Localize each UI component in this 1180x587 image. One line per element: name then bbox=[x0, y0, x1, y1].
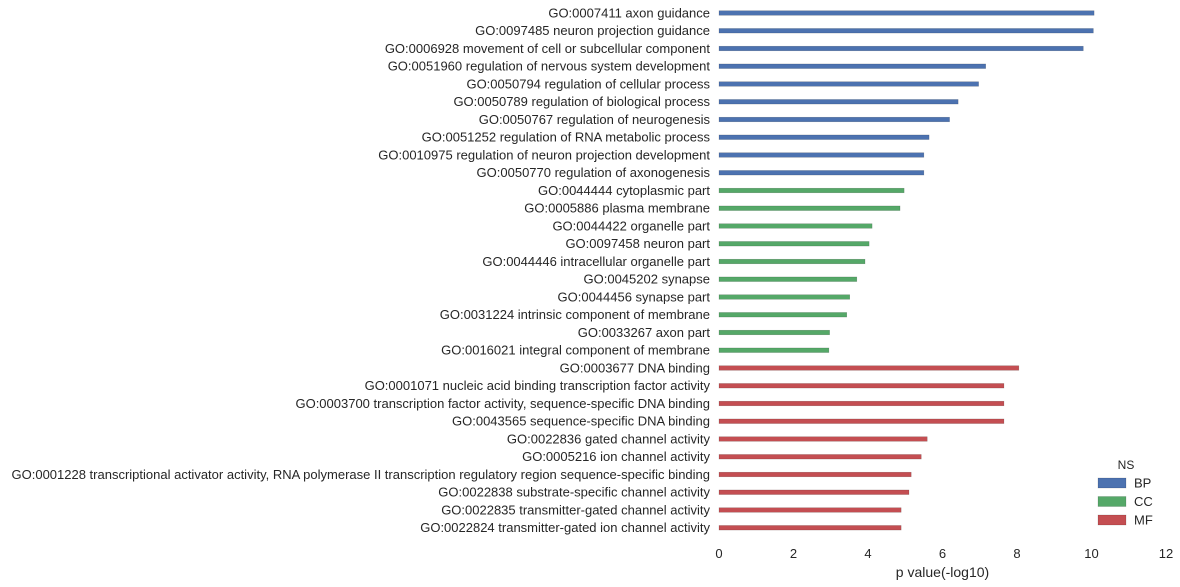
category-label: GO:0043565 sequence-specific DNA binding bbox=[452, 414, 710, 429]
category-label: GO:0003700 transcription factor activity… bbox=[295, 396, 710, 411]
category-label: GO:0044456 synapse part bbox=[558, 289, 711, 304]
legend-label-cc: CC bbox=[1134, 494, 1153, 509]
bar-20 bbox=[718, 347, 830, 353]
category-label: GO:0050767 regulation of neurogenesis bbox=[479, 112, 711, 127]
category-label: GO:0006928 movement of cell or subcellul… bbox=[385, 41, 711, 56]
bar-29 bbox=[718, 507, 902, 513]
legend: NS BP CC MF bbox=[1097, 458, 1153, 528]
legend-title: NS bbox=[1118, 458, 1135, 472]
bar-11 bbox=[718, 187, 905, 194]
bar-15 bbox=[718, 258, 866, 265]
category-label: GO:0045202 synapse bbox=[584, 272, 710, 287]
category-label: GO:0051252 regulation of RNA metabolic p… bbox=[422, 130, 711, 145]
x-tick-label: 8 bbox=[1013, 546, 1020, 561]
bar-18 bbox=[718, 312, 848, 318]
category-label: GO:0044444 cytoplasmic part bbox=[538, 183, 710, 198]
bar-1 bbox=[718, 10, 1095, 16]
legend-swatch-cc bbox=[1097, 496, 1127, 507]
bar-28 bbox=[718, 489, 910, 495]
bar-14 bbox=[718, 241, 870, 247]
category-label: GO:0005886 plasma membrane bbox=[524, 201, 710, 216]
bar-27 bbox=[718, 471, 912, 478]
bar-26 bbox=[718, 454, 922, 460]
x-tick-label: 0 bbox=[715, 546, 722, 561]
bar-23 bbox=[718, 400, 1005, 407]
category-label: GO:0007411 axon guidance bbox=[548, 5, 710, 20]
category-label: GO:0016021 integral component of membran… bbox=[441, 343, 710, 358]
category-label: GO:0001071 nucleic acid binding transcri… bbox=[365, 378, 711, 393]
bar-10 bbox=[718, 170, 925, 176]
category-label: GO:0044446 intracellular organelle part bbox=[482, 254, 710, 269]
category-label: GO:0022836 gated channel activity bbox=[507, 431, 711, 446]
category-label: GO:0022835 transmitter-gated channel act… bbox=[441, 502, 710, 517]
category-label: GO:0097485 neuron projection guidance bbox=[475, 23, 710, 38]
x-tick-label: 6 bbox=[939, 546, 946, 561]
category-label: GO:0097458 neuron part bbox=[565, 236, 710, 251]
bar-4 bbox=[718, 63, 986, 69]
bar-30 bbox=[718, 525, 902, 531]
category-label: GO:0050794 regulation of cellular proces… bbox=[466, 76, 710, 91]
bar-25 bbox=[718, 436, 928, 442]
bar-8 bbox=[718, 134, 930, 140]
bar-13 bbox=[718, 223, 873, 229]
bars-group bbox=[718, 10, 1095, 531]
bar-12 bbox=[718, 205, 901, 211]
bar-16 bbox=[718, 276, 858, 282]
category-labels: GO:0007411 axon guidance GO:0097485 neuro… bbox=[12, 5, 711, 535]
x-tick-label: 4 bbox=[864, 546, 871, 561]
category-label: GO:0044422 organelle part bbox=[552, 218, 710, 233]
bar-24 bbox=[718, 418, 1005, 424]
legend-swatch-bp bbox=[1097, 477, 1127, 489]
x-axis-title: p value(-log10) bbox=[896, 564, 989, 580]
legend-swatch-mf bbox=[1097, 514, 1127, 526]
bar-9 bbox=[718, 152, 925, 158]
bar-21 bbox=[718, 365, 1020, 371]
x-tick-label: 2 bbox=[790, 546, 797, 561]
category-label: GO:0031224 intrinsic component of membra… bbox=[440, 307, 710, 322]
bar-19 bbox=[718, 329, 830, 336]
x-tick-label: 10 bbox=[1084, 546, 1098, 561]
category-label: GO:0051960 regulation of nervous system … bbox=[388, 59, 711, 74]
category-label: GO:0005216 ion channel activity bbox=[522, 449, 710, 464]
category-label: GO:0022838 substrate-specific channel ac… bbox=[438, 485, 710, 500]
x-tick-label: 12 bbox=[1159, 546, 1173, 561]
category-label: GO:0033267 axon part bbox=[578, 325, 711, 340]
legend-label-mf: MF bbox=[1134, 513, 1153, 528]
bar-3 bbox=[718, 45, 1084, 52]
category-label: GO:0050789 regulation of biological proc… bbox=[453, 94, 710, 109]
category-label: GO:0010975 regulation of neuron projecti… bbox=[378, 147, 710, 162]
x-axis-ticks: 0 2 4 6 8 10 12 bbox=[715, 546, 1173, 561]
category-label: GO:0022824 transmitter-gated ion channel… bbox=[420, 520, 710, 535]
bar-5 bbox=[718, 81, 979, 87]
legend-label-bp: BP bbox=[1134, 476, 1151, 491]
bar-22 bbox=[718, 383, 1005, 389]
bar-2 bbox=[718, 28, 1094, 34]
category-label: GO:0001228 transcriptional activator act… bbox=[12, 467, 711, 482]
category-label: GO:0050770 regulation of axonogenesis bbox=[477, 165, 711, 180]
bar-7 bbox=[718, 116, 950, 123]
bar-6 bbox=[718, 99, 959, 105]
category-label: GO:0003677 DNA binding bbox=[560, 360, 710, 375]
bar-17 bbox=[718, 294, 850, 300]
